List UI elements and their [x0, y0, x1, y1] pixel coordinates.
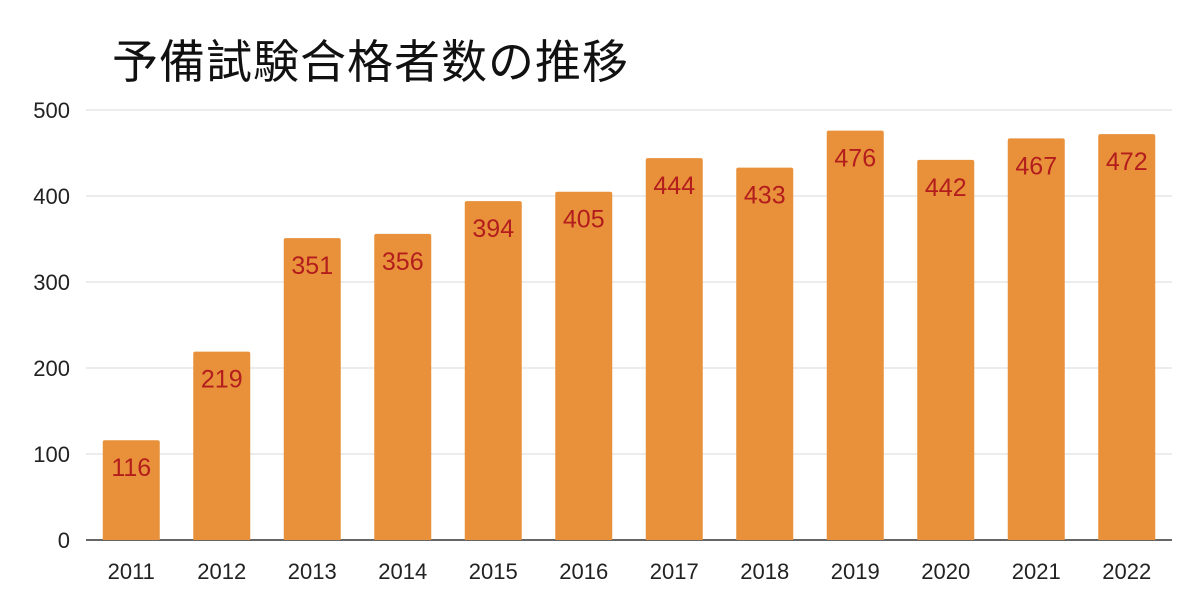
data-label: 442 [925, 174, 967, 202]
x-tick-label: 2020 [921, 559, 970, 584]
data-label: 356 [382, 248, 424, 276]
data-label: 405 [563, 206, 605, 234]
y-tick-label: 300 [33, 270, 70, 295]
x-tick-label: 2015 [469, 559, 518, 584]
data-label: 476 [834, 145, 876, 173]
bar [464, 201, 522, 540]
x-tick-label: 2014 [378, 559, 427, 584]
x-tick-label: 2017 [650, 559, 699, 584]
y-axis-ticks: 0 100 200 300 400 500 [33, 98, 70, 553]
data-label: 219 [201, 366, 243, 394]
y-tick-label: 200 [33, 356, 70, 381]
x-axis-ticks: 2011 2012 2013 2014 2015 2016 2017 2018 2019 2020… [108, 559, 1152, 584]
data-label: 433 [744, 182, 786, 210]
bar [917, 159, 975, 540]
y-tick-label: 0 [58, 528, 70, 553]
bar [374, 233, 432, 540]
bar [645, 158, 703, 540]
x-tick-label: 2016 [559, 559, 608, 584]
data-label: 116 [111, 454, 151, 482]
gridlines [86, 109, 1172, 541]
x-tick-label: 2013 [288, 559, 337, 584]
bars: 116 219 351 356 394 405 444 433 476 442 467 472 [102, 130, 1156, 540]
bar [555, 191, 613, 540]
y-tick-label: 500 [33, 98, 70, 123]
x-tick-label: 2021 [1012, 559, 1061, 584]
bar [1007, 138, 1065, 540]
bar [1098, 134, 1156, 540]
data-label: 351 [291, 252, 333, 280]
bar [736, 167, 794, 540]
bar [102, 440, 160, 540]
data-label: 467 [1015, 152, 1057, 180]
y-tick-label: 100 [33, 442, 70, 467]
y-tick-label: 400 [33, 184, 70, 209]
chart-title: 予備試験合格者数の推移 [112, 35, 629, 89]
x-tick-label: 2022 [1102, 559, 1151, 584]
bar [826, 130, 884, 540]
data-label: 444 [653, 172, 695, 200]
data-label: 394 [472, 215, 514, 243]
x-tick-label: 2019 [831, 559, 880, 584]
bar [283, 238, 341, 540]
bar [193, 351, 251, 540]
x-tick-label: 2012 [197, 559, 246, 584]
x-tick-label: 2018 [740, 559, 789, 584]
x-tick-label: 2011 [108, 559, 155, 584]
data-label: 472 [1106, 148, 1148, 176]
